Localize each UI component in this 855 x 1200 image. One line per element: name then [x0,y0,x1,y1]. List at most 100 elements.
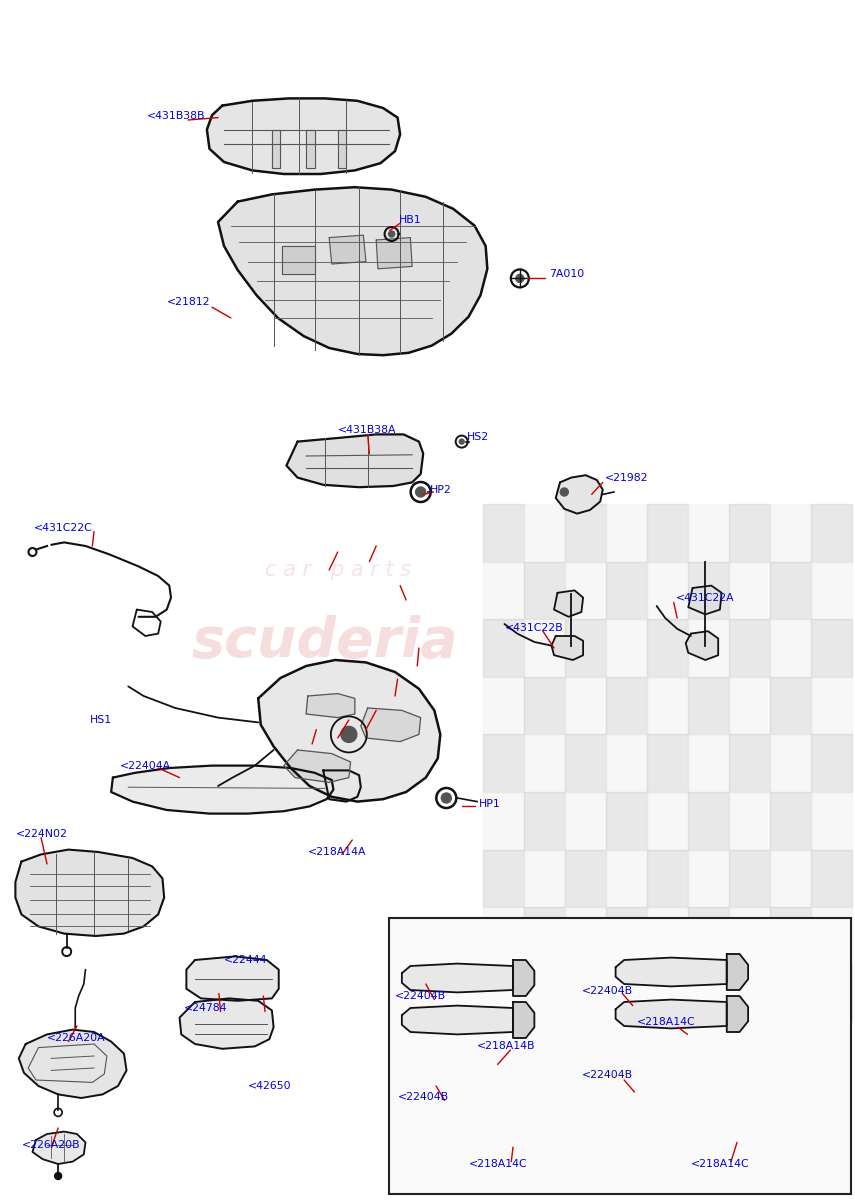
Text: <22444: <22444 [224,955,268,965]
Bar [729,965,770,1022]
Bar [811,504,852,562]
Bar [565,850,606,907]
Polygon shape [556,475,603,514]
Polygon shape [616,958,727,986]
Circle shape [55,1172,62,1180]
Text: <22404B: <22404B [581,986,633,996]
Text: <431C22C: <431C22C [34,523,93,533]
Bar [811,792,852,850]
Bar [770,562,811,619]
Text: <431C22B: <431C22B [504,623,563,632]
Polygon shape [111,766,333,814]
Text: <218A14C: <218A14C [691,1159,750,1169]
Bar [647,850,688,907]
Bar [811,907,852,965]
Circle shape [441,793,451,803]
Bar [524,907,565,965]
Bar [811,965,852,1022]
Bar [389,918,851,1194]
Bar [606,504,647,562]
Polygon shape [727,996,748,1032]
Bar [565,907,606,965]
Polygon shape [402,1006,513,1034]
Text: HS1: HS1 [90,715,112,725]
Polygon shape [551,636,583,660]
Polygon shape [376,238,412,269]
Bar [688,677,729,734]
Polygon shape [32,1132,86,1164]
Bar [483,677,524,734]
Text: c a r   p a r t s: c a r p a r t s [265,560,410,580]
Polygon shape [727,954,748,990]
Polygon shape [180,998,274,1049]
Polygon shape [272,130,280,168]
Text: <226A20B: <226A20B [21,1140,80,1150]
Bar [524,734,565,792]
Circle shape [516,275,524,282]
Polygon shape [306,694,355,718]
Bar [483,562,524,619]
Bar [483,504,524,562]
Bar [524,677,565,734]
Bar [688,562,729,619]
Bar [524,792,565,850]
Bar [565,562,606,619]
Polygon shape [513,960,534,996]
Polygon shape [218,187,487,355]
Bar [688,792,729,850]
Bar [606,965,647,1022]
Polygon shape [329,235,366,264]
Text: HP1: HP1 [479,799,500,809]
Bar [729,850,770,907]
Text: scuderia: scuderia [192,614,458,670]
Polygon shape [186,956,279,1001]
Bar [565,677,606,734]
Bar [729,907,770,965]
Bar [729,619,770,677]
Bar [647,677,688,734]
Polygon shape [554,590,583,617]
Bar [606,734,647,792]
Bar [606,677,647,734]
Bar [729,504,770,562]
Bar [483,792,524,850]
Text: <22404A: <22404A [120,761,171,770]
Text: <21812: <21812 [167,298,210,307]
Polygon shape [513,1002,534,1038]
Bar [483,619,524,677]
Bar [524,619,565,677]
Text: <22404B: <22404B [398,1092,449,1102]
Polygon shape [306,130,315,168]
Polygon shape [616,1000,727,1028]
Bar [811,677,852,734]
Polygon shape [402,964,513,992]
Bar [647,734,688,792]
Bar [483,907,524,965]
Bar [811,619,852,677]
Text: <218A14B: <218A14B [477,1042,535,1051]
Bar [688,850,729,907]
Polygon shape [258,660,440,802]
Bar [483,965,524,1022]
Bar [606,792,647,850]
Text: HS2: HS2 [467,432,489,442]
Polygon shape [338,130,346,168]
Bar [606,907,647,965]
Bar [688,619,729,677]
Polygon shape [688,586,722,614]
Polygon shape [15,850,164,936]
Bar [647,504,688,562]
Text: <24784: <24784 [184,1003,227,1013]
Bar [770,734,811,792]
Bar [811,562,852,619]
Bar [647,792,688,850]
Bar [729,734,770,792]
Bar [729,792,770,850]
Bar [770,677,811,734]
Bar [770,850,811,907]
Text: <218A14C: <218A14C [637,1018,696,1027]
Bar [606,850,647,907]
Text: HB1: HB1 [398,215,421,224]
Text: <226A20A: <226A20A [47,1033,106,1043]
Bar [647,562,688,619]
